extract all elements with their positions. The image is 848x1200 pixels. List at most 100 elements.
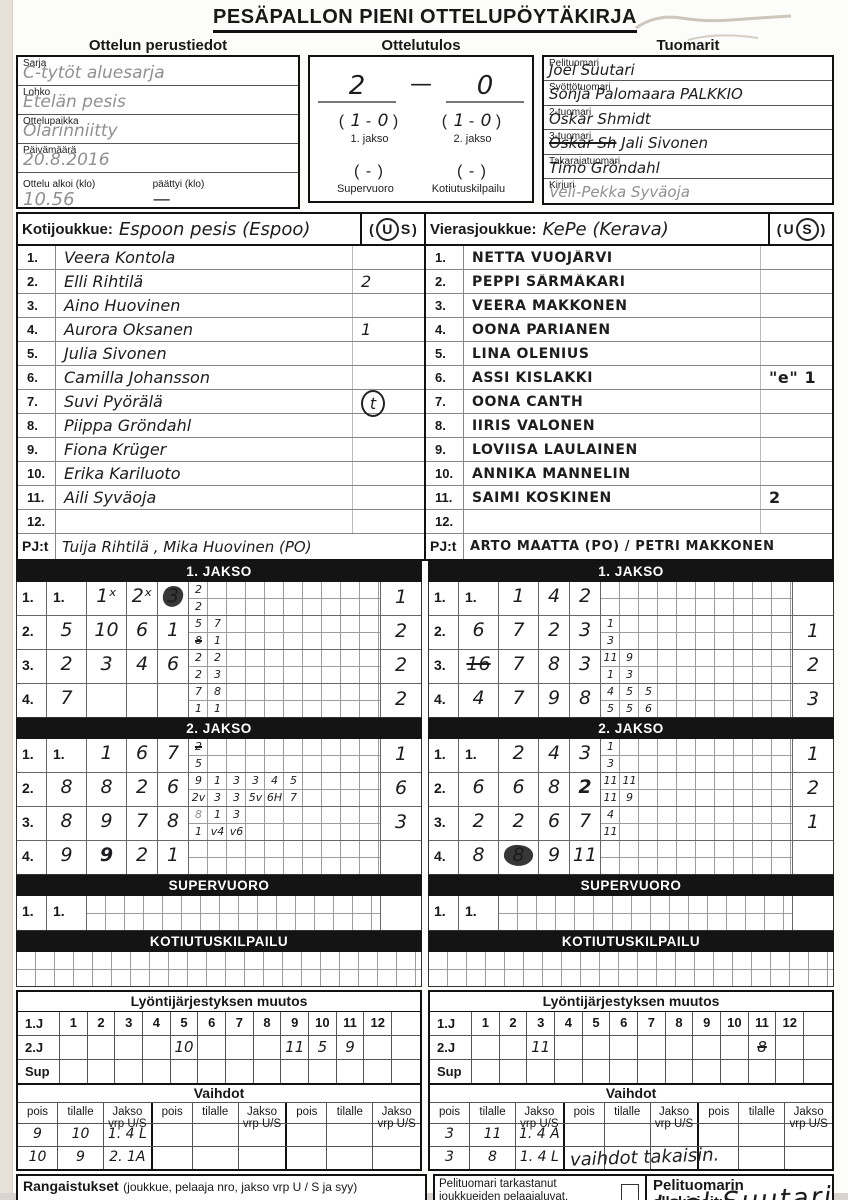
signature-label: Pelituomarin allekirjoitus xyxy=(653,1177,744,1200)
referee-checks: Pelituomari tarkastanut joukkueiden pela… xyxy=(435,1176,647,1200)
field-takarajatuomari: Takarajatuomari Timo Gröndahl xyxy=(544,155,832,179)
small-grid: 8 1 3 1 v4 v6 xyxy=(189,807,381,840)
away-lyonti: Lyöntijärjestyksen muutos 1.J 1 2 3 4 5 6 7 8 9 10… xyxy=(428,990,834,1085)
extra-scores: ( - ) ( - ) xyxy=(354,163,488,180)
small-grid: 11 11 11 9 xyxy=(601,773,793,806)
small-grid: 4 11 xyxy=(601,807,793,840)
kotiutus-grid xyxy=(17,952,421,986)
field-2-tuomari: 2-tuomari Oskar Shmidt xyxy=(544,106,832,131)
away-supervuoro-bar: SUPERVUORO xyxy=(428,875,834,896)
away-us-selector: (U S) xyxy=(768,214,832,244)
player-row: 8. IIRIS VALONEN xyxy=(426,414,832,438)
away-pj-row: PJ:t ARTO MÄÄTTÄ (PO) / PETRI MAKKONEN xyxy=(426,534,832,559)
player-row: 12. xyxy=(18,510,424,534)
away-roster: 1. NETTA VUOJÄRVI 2. PEPPI SÄRMÄKARI 3. VEE… xyxy=(424,246,832,559)
away-total: 0 xyxy=(446,71,524,103)
final-score: 2 — 0 xyxy=(318,63,524,103)
player-row: 5. LINA OLENIUS xyxy=(426,342,832,366)
section-ottelutulos: Ottelutulos 2 — 0 ( 1 - 0 ) ( 1 - 0 ) 1.… xyxy=(308,37,534,209)
tuomarit-title: Tuomarit xyxy=(656,37,720,54)
score-row: 3. 16 7 8 3 11 9 1 3 2 xyxy=(429,650,833,684)
field-3-tuomari: 3-tuomari Oskar Sh Jali Sivonen xyxy=(544,130,832,155)
jakso2-label: 2. jakso xyxy=(453,133,492,145)
score-row: 2. 5 10 6 1 5 7 8 1 2 xyxy=(17,616,421,650)
home-us-selector: (U S) xyxy=(360,214,424,244)
sarja-value: C-tytöt aluesarja xyxy=(23,63,165,83)
paattyi-value: — xyxy=(152,189,171,210)
jakso1-away: 0 xyxy=(377,111,389,131)
field-syottotuomari: Syöttötuomari Sonja Palomaara PALKKIO xyxy=(544,81,832,106)
kirjuri-value: Veli-Pekka Syväoja xyxy=(549,182,690,201)
lyonti-2j-row: 2.J 11 8 xyxy=(430,1036,832,1060)
small-grid xyxy=(499,896,793,930)
syottotuomari-value: Sonja Palomaara PALKKIO xyxy=(549,85,743,104)
home-team: Kotijoukkue: Espoon pesis (Espoo) (U S) xyxy=(18,214,424,244)
home-lyonti: Lyöntijärjestyksen muutos 1.J 1 2 3 4 5 6 7 8 9 10… xyxy=(16,990,422,1085)
pencil-scribble xyxy=(635,14,792,41)
away-team-label: Vierasjoukkue: xyxy=(430,220,537,238)
jakso1-home: 1 xyxy=(350,111,362,131)
player-row: 5. Julia Sivonen xyxy=(18,342,424,366)
paivamaara-value: 20.8.2016 xyxy=(23,150,110,170)
vaihdot-row: 3 11 1. 4 A xyxy=(430,1123,832,1146)
player-row: 4. Aurora Oksanen 1 xyxy=(18,318,424,342)
scan-edge xyxy=(0,0,13,1200)
score-row: 3. 8 9 7 8 8 1 3 1 v4 v6 3 xyxy=(17,807,421,841)
field-ottelupaikka: Ottelupaikka Olarinniitty xyxy=(18,115,298,144)
player-row: 2. PEPPI SÄRMÄKARI xyxy=(426,270,832,294)
signature-box: Pelituomari tarkastanut joukkueiden pela… xyxy=(433,1174,834,1200)
home-pj-names: Tuija Rihtilä , Mika Huovinen (PO) xyxy=(62,537,312,556)
teams-row: Kotijoukkue: Espoon pesis (Espoo) (U S) V… xyxy=(16,212,834,244)
player-row: 7. Suvi Pyörälä t xyxy=(18,390,424,417)
away-jakso2-bar: 2. JAKSO xyxy=(428,718,834,739)
field-sarja: Sarja C-tytöt aluesarja xyxy=(18,57,298,86)
checkbox xyxy=(621,1184,639,1200)
small-grid xyxy=(189,841,381,874)
home-vaihdot: Vaihdot pois tilalle Jakso vrp U/S pois tila… xyxy=(16,1085,422,1171)
small-grid: 9 1 3 3 4 5 2v 3 3 5v 6H 7 xyxy=(189,773,381,806)
player-row: 3. VEERA MAKKONEN xyxy=(426,294,832,318)
player-row: 1. NETTA VUOJÄRVI xyxy=(426,246,832,270)
3-tuomari-value: Oskar Sh Jali Sivonen xyxy=(549,134,708,153)
kotiutuskilpailu-label: Kotiutuskilpailu xyxy=(431,183,506,195)
player-row: 12. xyxy=(426,510,832,534)
score-row: 1. 1. 1 4 2 xyxy=(429,582,833,616)
home-jakso2-bar: 2. JAKSO xyxy=(16,718,422,739)
home-u-circled: U xyxy=(375,217,399,241)
player-row: 2. Elli Rihtilä 2 xyxy=(18,270,424,294)
score-row: 4. 8 8 9 11 xyxy=(429,841,833,874)
score-row: 1. 1. 1 6 7 2 5 1 xyxy=(17,739,421,773)
score-row: 3. 2 2 6 7 4 11 1 xyxy=(429,807,833,841)
period-scores: ( 1 - 0 ) ( 1 - 0 ) xyxy=(338,111,504,131)
lyonti-header: 1.J 1 2 3 4 5 6 7 8 9 10 11 12 xyxy=(18,1012,420,1036)
player-row: 11. Aili Syväoja xyxy=(18,486,424,510)
section-tuomarit: Tuomarit Pelituomari Joel Suutari Syöttöt… xyxy=(542,37,834,209)
player-row: 9. LOVIISA LAULAINEN xyxy=(426,438,832,462)
away-s-circled: S xyxy=(795,217,819,241)
score-row: 4. 4 7 9 8 4 5 5 5 5 6 3 xyxy=(429,684,833,717)
section-perustiedot: Ottelun perustiedot Sarja C-tytöt aluesar… xyxy=(16,37,300,210)
away-pj-names: ARTO MÄÄTTÄ (PO) / PETRI MAKKONEN xyxy=(470,539,775,554)
player-row: 10. ANNIKA MANNELIN xyxy=(426,462,832,486)
score-dash: — xyxy=(410,72,432,97)
page-title: PESÄPALLON PIENI OTTELUPÖYTÄKIRJA xyxy=(16,6,834,33)
small-grid xyxy=(601,582,793,615)
player-row: 10. Erika Kariluoto xyxy=(18,462,424,486)
score-row: 3. 2 3 4 6 2 2 2 3 2 xyxy=(17,650,421,684)
jakso1-label: 1. jakso xyxy=(350,133,389,145)
field-lohko: Lohko Etelän pesis xyxy=(18,86,298,115)
score-row: 4. 9 9 2 1 xyxy=(17,841,421,874)
vaihdot-row: 9 10 1. 4 L xyxy=(18,1123,420,1146)
rosters: 1. Veera Kontola 2. Elli Rihtilä 2 3. Aino H… xyxy=(16,244,834,561)
supervuoro-label: Supervuoro xyxy=(336,183,394,195)
lyonti-2j-row: 2.J 10 11 5 9 xyxy=(18,1036,420,1060)
away-team: Vierasjoukkue: KePe (Kerava) (U S) xyxy=(424,214,832,244)
home-total: 2 xyxy=(318,71,396,103)
score-row: 2. 6 6 8 2 11 11 11 9 2 xyxy=(429,773,833,807)
